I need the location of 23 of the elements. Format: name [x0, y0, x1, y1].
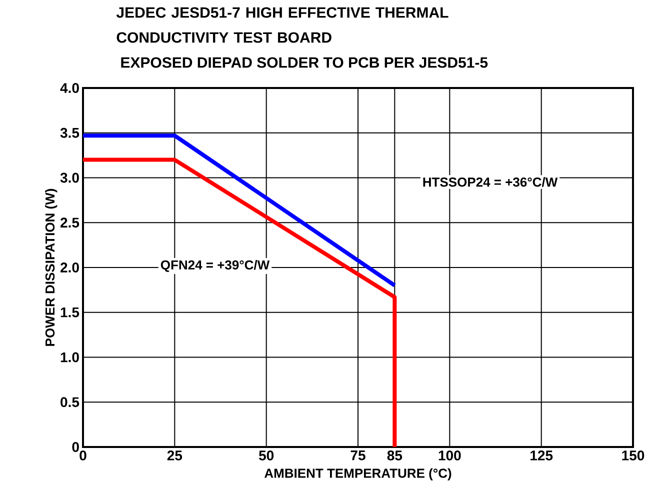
y-tick-label: 3.5 [60, 128, 80, 138]
chart-subtitle: EXPOSED DIEPAD SOLDER TO PCB PER JESD51-5 [121, 57, 488, 68]
y-tick-label: 1.0 [60, 352, 79, 362]
x-axis-title: AMBIENT TEMPERATURE (°C) [264, 468, 452, 480]
x-tick-label: 25 [167, 450, 182, 460]
y-tick-label: 0 [72, 442, 79, 452]
y-tick-label: 1.5 [60, 307, 80, 318]
y-tick-label: 2.0 [60, 262, 79, 272]
x-tick-label: 50 [258, 450, 274, 460]
x-tick-label: 150 [622, 450, 644, 460]
y-tick-label: 4.0 [60, 83, 79, 93]
y-tick-label: 0.5 [60, 397, 80, 408]
y-tick-label: 2.5 [60, 218, 80, 228]
y-tick-label: 3.0 [60, 172, 79, 183]
y-axis-title: POWER DISSIPATION (W) [45, 188, 58, 346]
annotation: HTSSOP24 = +36°C/W [423, 177, 558, 187]
x-tick-label: 75 [350, 450, 366, 460]
chart-title: JEDEC JESD51-7 HIGH EFFECTIVE THERMAL CONDUCTIVITY TEST BOARD [116, 7, 448, 43]
x-tick-label: 125 [530, 450, 553, 460]
x-tick-label: 0 [80, 450, 86, 460]
x-tick-label: 100 [438, 450, 461, 460]
annotation: QFN24 = +39°C/W [160, 260, 270, 272]
x-tick-label: 85 [387, 450, 402, 460]
